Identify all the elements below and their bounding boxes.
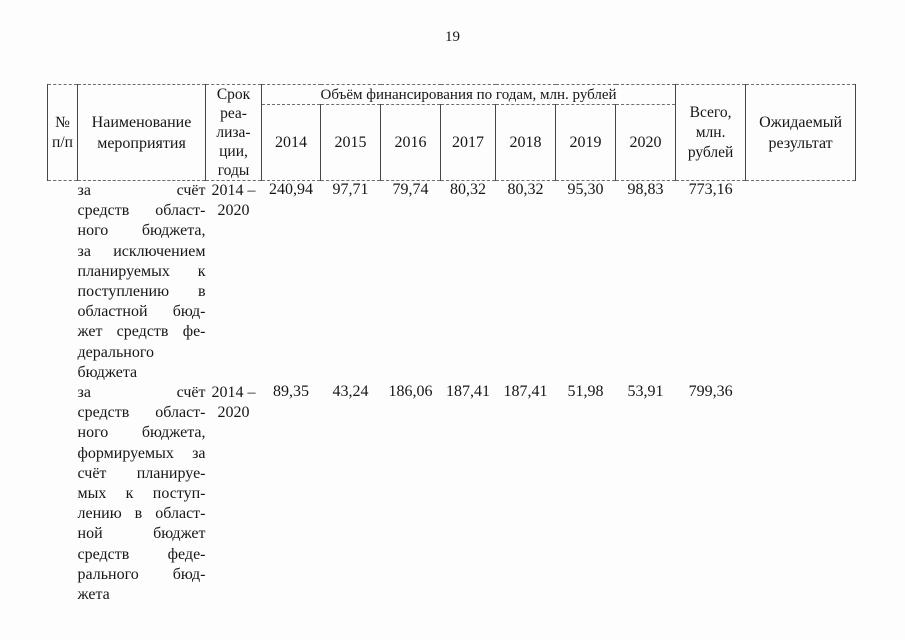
row-num-cell: [48, 181, 78, 384]
row-value-2014: 89,35: [273, 383, 309, 401]
row-expected-cell: [746, 383, 856, 605]
column-header-year-2016: 2016: [380, 104, 441, 181]
row-value-2015: 97,71: [332, 181, 369, 198]
table-row: за счёт средств област- ного бюджета, фо…: [48, 383, 856, 605]
column-header-expected: Ожидаемый результат: [745, 84, 857, 181]
row-name-cell: за счёт средств област- ного бюджета, за…: [77, 182, 206, 381]
row-value-2018: 187,41: [503, 383, 548, 401]
column-header-total: Всего, млн. рублей: [675, 84, 747, 181]
column-header-financing-group: Объём финансирования по годам, млн. рубл…: [260, 84, 677, 105]
row-name-cell: за счёт средств област- ного бюджета, фо…: [77, 384, 206, 604]
column-header-term: Срок реа- лиза- ции, годы: [205, 84, 262, 181]
row-value-2018: 80,32: [507, 181, 544, 198]
row-value-2014: 240,94: [269, 181, 313, 198]
column-header-year-2014: 2014: [261, 104, 321, 181]
row-term-cell: 2014 – 2020: [211, 182, 256, 220]
table-header-row-top: № п/п Наименование мероприятия Срок реа-…: [47, 84, 857, 181]
row-value-2020: 98,83: [627, 181, 664, 198]
row-value-2017: 80,32: [450, 181, 486, 198]
page-number: 19: [445, 29, 460, 45]
row-value-2019: 95,30: [567, 181, 604, 198]
row-value-2016: 186,06: [388, 383, 433, 401]
row-term-cell: 2014 – 2020: [211, 384, 256, 422]
column-header-year-2017: 2017: [440, 104, 496, 181]
financing-table: № п/п Наименование мероприятия Срок реа-…: [47, 84, 857, 605]
row-value-2017: 187,41: [446, 383, 490, 401]
row-value-2019: 51,98: [567, 383, 604, 401]
row-value-2015: 43,24: [332, 383, 369, 401]
row-value-2016: 79,74: [392, 181, 429, 198]
column-header-year-2015: 2015: [320, 104, 381, 181]
row-num-cell: [48, 383, 78, 605]
row-value-2020: 53,91: [627, 383, 664, 401]
column-header-num: № п/п: [47, 84, 78, 181]
row-total-cell: 799,36: [688, 383, 733, 401]
column-header-year-2019: 2019: [555, 104, 616, 181]
column-header-year-2020: 2020: [614, 104, 677, 181]
table-row: за счёт средств област- ного бюджета, за…: [48, 181, 856, 384]
row-expected-cell: [746, 181, 856, 384]
column-header-name: Наименование мероприятия: [77, 84, 206, 181]
table-header-row-years: 2014 2015 2016 2017 2018 2019 2020: [48, 104, 856, 181]
row-total-cell: 773,16: [688, 181, 733, 198]
column-header-year-2018: 2018: [495, 104, 556, 181]
